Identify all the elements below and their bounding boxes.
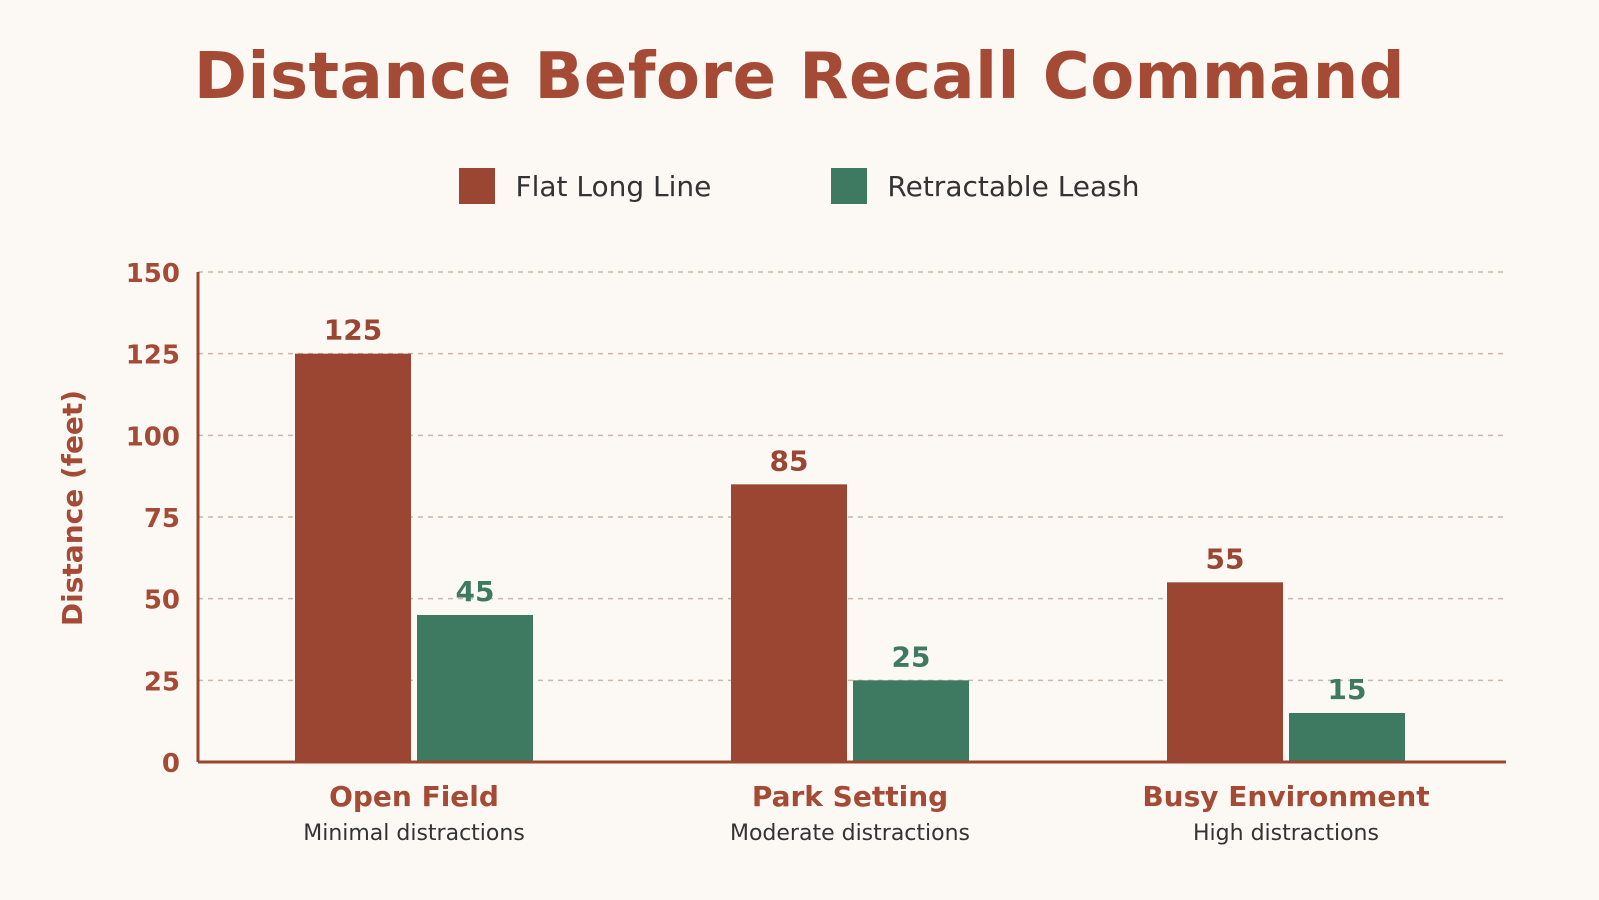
chart-title: Distance Before Recall Command [193, 40, 1406, 114]
bar-retractable-leash [417, 615, 533, 761]
data-label-retractable-leash: 15 [1328, 673, 1367, 706]
y-tick-label: 75 [144, 504, 180, 534]
legend-label-flat-long-line: Flat Long Line [515, 169, 712, 203]
data-label-retractable-leash: 25 [892, 640, 931, 673]
bar-flat-long-line [731, 484, 847, 761]
legend-item-retractable-leash: Retractable Leash [831, 168, 1140, 204]
bar-retractable-leash [1289, 713, 1405, 761]
legend-swatch-retractable-leash [831, 168, 868, 204]
x-tick-label: Busy Environment [1142, 780, 1429, 813]
data-label-flat-long-line: 85 [770, 444, 809, 477]
legend-item-flat-long-line: Flat Long Line [459, 168, 711, 204]
legend-swatch-flat-long-line [459, 168, 496, 204]
data-label-retractable-leash: 45 [456, 575, 495, 608]
data-label-flat-long-line: 125 [324, 314, 382, 347]
legend-label-retractable-leash: Retractable Leash [887, 169, 1140, 203]
y-tick-label: 25 [144, 667, 180, 697]
y-tick-label: 125 [126, 341, 180, 371]
y-axis-title: Distance (feet) [56, 390, 89, 626]
bar-retractable-leash [853, 680, 969, 761]
y-tick-label: 150 [126, 259, 180, 289]
bar-flat-long-line [295, 353, 411, 761]
y-tick-label: 100 [126, 422, 180, 452]
x-tick-sublabel: High distractions [1193, 821, 1379, 846]
data-label-flat-long-line: 55 [1206, 542, 1245, 575]
x-tick-sublabel: Moderate distractions [730, 821, 970, 846]
x-tick-label: Open Field [329, 780, 499, 813]
y-tick-label: 0 [162, 749, 180, 779]
y-tick-label: 50 [144, 586, 180, 616]
legend: Flat Long Line Retractable Leash [0, 168, 1599, 204]
bar-flat-long-line [1167, 582, 1283, 761]
x-tick-label: Park Setting [752, 780, 948, 813]
x-tick-sublabel: Minimal distractions [303, 821, 525, 846]
